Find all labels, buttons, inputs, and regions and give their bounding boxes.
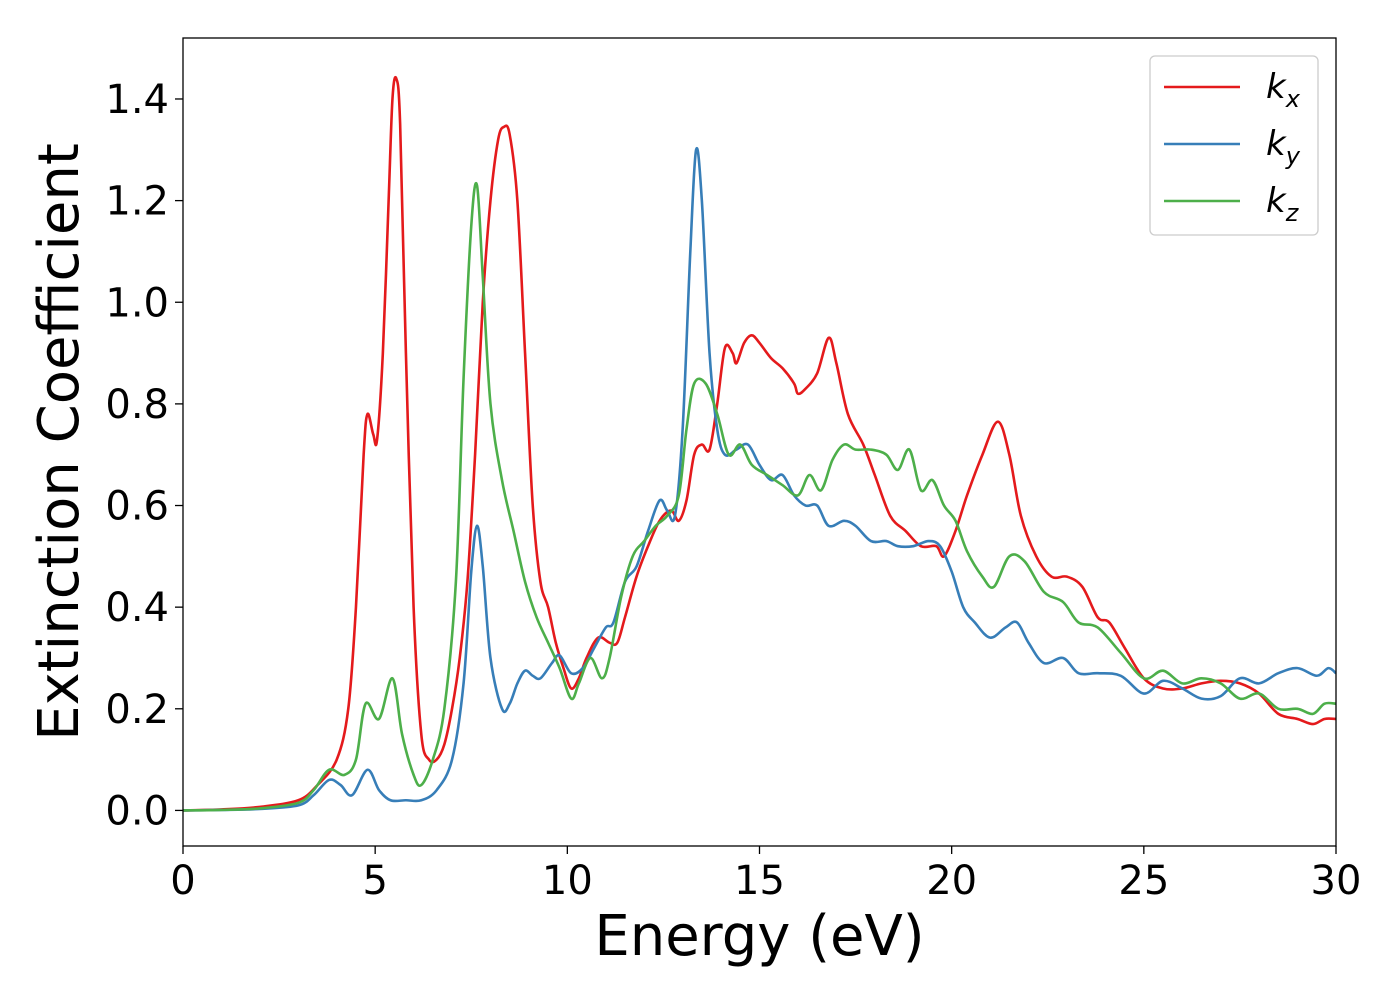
y-axis: 0.0 0.2 0.4 0.6 0.8 1.0 1.2 1.4 — [105, 77, 183, 834]
x-tick-label: 15 — [734, 858, 785, 904]
x-tick-label: 10 — [542, 858, 593, 904]
series-line-y — [183, 146, 1336, 812]
x-tick-label: 25 — [1118, 858, 1169, 904]
legend-label-subscript: y — [1285, 142, 1301, 170]
x-axis-label: Energy (eV) — [594, 904, 924, 969]
legend-label-x: kx — [1266, 67, 1301, 113]
y-tick-label: 1.2 — [105, 179, 169, 225]
series-line-z — [183, 182, 1336, 812]
y-tick-label: 1.0 — [105, 280, 169, 326]
y-tick-label: 0.8 — [105, 382, 169, 428]
x-tick-label: 5 — [362, 858, 387, 904]
legend-label-z: kz — [1266, 181, 1300, 227]
legend-label-base: k — [1266, 67, 1287, 107]
y-tick-label: 0.0 — [105, 788, 169, 834]
y-tick-label: 0.6 — [105, 484, 169, 530]
legend-label-y: ky — [1266, 124, 1301, 170]
y-tick-label: 0.4 — [105, 585, 169, 631]
legend-label-base: k — [1266, 124, 1287, 164]
legend-label-subscript: x — [1285, 85, 1301, 113]
legend-label-subscript: z — [1285, 199, 1300, 227]
y-tick-label: 1.4 — [105, 77, 169, 123]
x-tick-label: 20 — [926, 858, 977, 904]
legend-box — [1149, 55, 1319, 236]
series-layer — [183, 75, 1336, 812]
x-axis: 0 5 10 15 20 25 30 — [170, 846, 1361, 904]
y-axis-label: Extinction Coefficient — [27, 143, 92, 741]
y-tick-label: 0.2 — [105, 687, 169, 733]
x-tick-label: 0 — [170, 858, 195, 904]
legend-label-base: k — [1266, 181, 1287, 221]
x-tick-label: 30 — [1311, 858, 1362, 904]
